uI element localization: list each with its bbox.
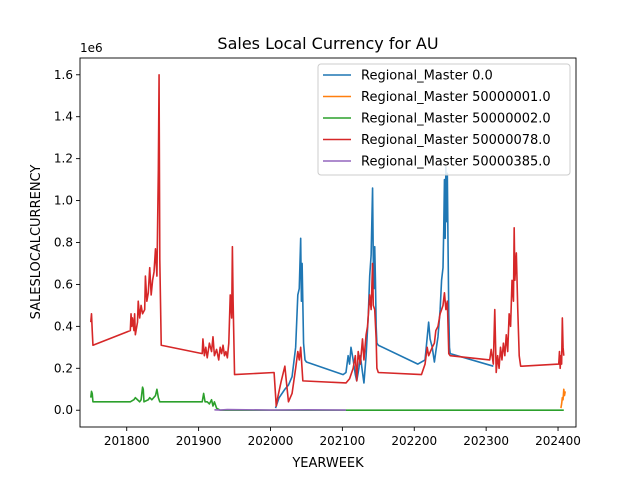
y-axis-offset-label: 1e6 xyxy=(80,41,103,55)
x-tick-label: 202000 xyxy=(248,434,294,448)
y-tick-label: 0.6 xyxy=(54,277,73,291)
legend: Regional_Master 0.0 Regional_Master 50000… xyxy=(318,64,570,175)
y-tick-label: 0.0 xyxy=(54,403,73,417)
y-tick-label: 0.4 xyxy=(54,319,73,333)
legend-label-0: Regional_Master 0.0 xyxy=(361,69,493,84)
y-tick-label: 1.0 xyxy=(54,194,73,208)
y-tick-label: 1.6 xyxy=(54,68,73,82)
legend-label-2: Regional_Master 50000002.0 xyxy=(361,112,551,127)
x-tick-label: 202100 xyxy=(319,434,365,448)
legend-label-1: Regional_Master 50000001.0 xyxy=(361,90,551,105)
x-tick-label: 202400 xyxy=(535,434,581,448)
x-tick-label: 202200 xyxy=(391,434,437,448)
x-tick-label: 202300 xyxy=(463,434,509,448)
y-axis-label: SALESLOCALCURRENCY xyxy=(29,165,44,320)
x-axis-label: YEARWEEK xyxy=(291,456,364,471)
y-tick-label: 1.4 xyxy=(54,110,73,124)
y-tick-label: 0.2 xyxy=(54,361,73,375)
y-tick-label: 1.2 xyxy=(54,152,73,166)
y-tick-label: 0.8 xyxy=(54,236,73,250)
legend-label-4: Regional_Master 50000385.0 xyxy=(361,155,551,170)
chart-title: Sales Local Currency for AU xyxy=(217,34,438,53)
legend-label-3: Regional_Master 50000078.0 xyxy=(361,133,551,148)
x-tick-label: 201900 xyxy=(176,434,222,448)
x-tick-label: 201800 xyxy=(104,434,150,448)
